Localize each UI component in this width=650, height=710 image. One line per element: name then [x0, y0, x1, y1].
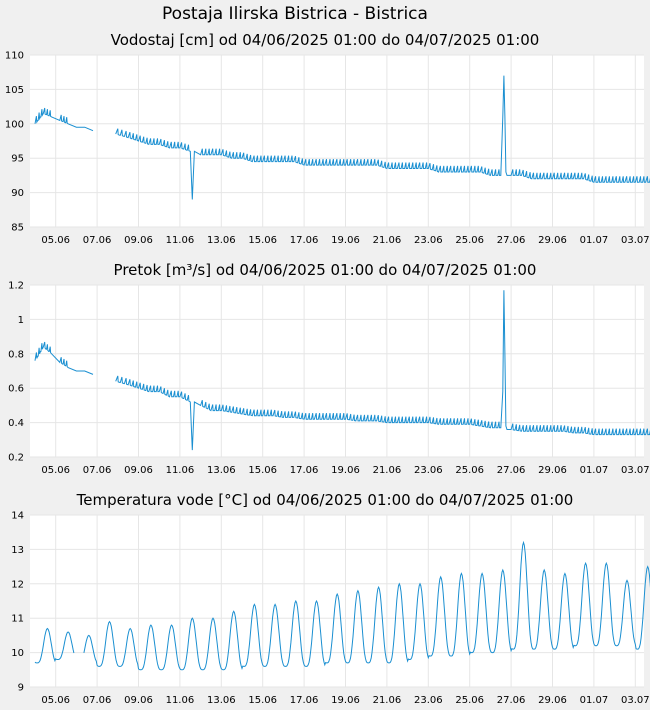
x-tick-label: 17.06 [290, 465, 319, 476]
y-tick-label: 10 [11, 648, 24, 659]
x-tick-label: 21.06 [373, 695, 402, 706]
x-tick-label: 05.06 [41, 695, 70, 706]
x-tick-label: 23.06 [414, 465, 443, 476]
x-tick-label: 13.06 [207, 465, 236, 476]
x-tick-label: 09.06 [124, 235, 153, 246]
x-tick-label: 21.06 [373, 235, 402, 246]
y-tick-label: 105 [5, 85, 24, 96]
x-tick-label: 23.06 [414, 235, 443, 246]
x-tick-label: 11.06 [166, 465, 195, 476]
y-tick-label: 1.2 [8, 281, 24, 292]
y-tick-label: 90 [11, 188, 24, 199]
x-tick-label: 03.07 [621, 235, 650, 246]
chart-title-discharge: Pretok [m³/s] od 04/06/2025 01:00 do 04/… [113, 261, 537, 279]
y-tick-label: 0.8 [8, 349, 24, 360]
station-title: Postaja Ilirska Bistrica - Bistrica [162, 4, 428, 24]
x-tick-label: 07.06 [83, 465, 112, 476]
chart-title-water-level: Vodostaj [cm] od 04/06/2025 01:00 do 04/… [110, 31, 540, 49]
plot-area [30, 55, 644, 227]
x-tick-label: 25.06 [455, 695, 484, 706]
x-tick-label: 19.06 [331, 235, 360, 246]
chart-title-water-temperature: Temperatura vode [°C] od 04/06/2025 01:0… [76, 491, 574, 509]
x-tick-label: 01.07 [580, 235, 609, 246]
y-tick-label: 14 [11, 511, 24, 522]
x-tick-label: 25.06 [455, 235, 484, 246]
x-tick-label: 13.06 [207, 235, 236, 246]
y-tick-label: 12 [11, 579, 24, 590]
y-tick-label: 95 [11, 154, 24, 165]
x-tick-label: 25.06 [455, 465, 484, 476]
y-tick-label: 9 [18, 683, 24, 694]
y-tick-label: 110 [5, 51, 24, 62]
series-line-water-level [34, 75, 650, 200]
x-tick-label: 15.06 [248, 465, 277, 476]
x-tick-label: 17.06 [290, 235, 319, 246]
chart-water-level: 85 90 95 100 105 110 05.06 07.06 09.06 11.06 13.06… [5, 51, 650, 246]
x-tick-label: 09.06 [124, 695, 153, 706]
x-tick-label: 01.07 [580, 465, 609, 476]
series-line-discharge [34, 290, 650, 451]
x-tick-label: 27.06 [497, 695, 526, 706]
x-tick-label: 27.06 [497, 235, 526, 246]
x-tick-label: 29.06 [538, 235, 567, 246]
x-tick-label: 29.06 [538, 695, 567, 706]
y-tick-label: 0.6 [8, 384, 24, 395]
y-tick-label: 100 [5, 119, 24, 130]
y-tick-label: 0.2 [8, 453, 24, 464]
y-tick-label: 1 [18, 315, 24, 326]
x-tick-label: 21.06 [373, 465, 402, 476]
y-tick-label: 13 [11, 545, 24, 556]
x-tick-label: 03.07 [621, 465, 650, 476]
x-tick-label: 13.06 [207, 695, 236, 706]
series-line-water-temperature [34, 540, 650, 671]
chart-discharge: 0.2 0.4 0.6 0.8 1 1.2 05.06 07.06 09.06 11.06 13.0… [8, 281, 650, 476]
x-tick-label: 01.07 [580, 695, 609, 706]
x-tick-label: 11.06 [166, 235, 195, 246]
y-tick-label: 85 [11, 223, 24, 234]
y-tick-label: 0.4 [8, 418, 24, 429]
x-tick-label: 15.06 [248, 235, 277, 246]
x-tick-label: 29.06 [538, 465, 567, 476]
x-tick-label: 05.06 [41, 235, 70, 246]
x-tick-label: 07.06 [83, 695, 112, 706]
x-tick-label: 03.07 [621, 695, 650, 706]
x-tick-label: 19.06 [331, 465, 360, 476]
chart-water-temperature: 9 10 11 12 13 14 05.06 07.06 09.06 11.06 13.06 15.0… [11, 511, 650, 706]
plot-area [30, 285, 644, 457]
y-tick-label: 11 [11, 614, 24, 625]
x-tick-label: 17.06 [290, 695, 319, 706]
x-tick-label: 09.06 [124, 465, 153, 476]
x-tick-label: 05.06 [41, 465, 70, 476]
x-tick-label: 15.06 [248, 695, 277, 706]
plot-area [30, 515, 644, 687]
x-tick-label: 23.06 [414, 695, 443, 706]
x-tick-label: 11.06 [166, 695, 195, 706]
x-tick-label: 27.06 [497, 465, 526, 476]
x-tick-label: 07.06 [83, 235, 112, 246]
x-tick-label: 19.06 [331, 695, 360, 706]
